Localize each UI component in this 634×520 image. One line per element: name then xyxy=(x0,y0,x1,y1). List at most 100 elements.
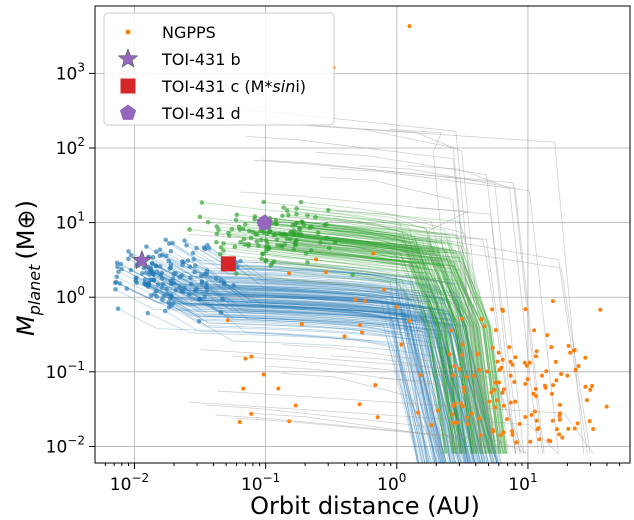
ngpps-point xyxy=(512,380,517,385)
ngpps-point xyxy=(276,386,281,391)
blue-track xyxy=(170,283,499,464)
blue-track xyxy=(201,282,420,464)
blue-population-point xyxy=(113,286,118,292)
green-track xyxy=(311,226,507,454)
ngpps-point xyxy=(587,419,592,424)
green-track xyxy=(216,226,467,454)
green-track xyxy=(326,237,476,454)
blue-population-point xyxy=(153,249,159,255)
ngpps-point xyxy=(495,359,500,364)
ngpps-point xyxy=(407,318,412,323)
ngpps-point xyxy=(460,352,465,357)
blue-population-point xyxy=(199,280,205,286)
ngpps-point xyxy=(501,403,506,408)
ngpps-point xyxy=(604,404,609,409)
ngpps-point xyxy=(554,427,559,432)
blue-population-point xyxy=(184,242,189,248)
blue-track xyxy=(147,283,465,464)
blue-population-point xyxy=(179,273,185,278)
grey-track xyxy=(359,165,545,454)
green-population-point xyxy=(214,239,219,245)
ngpps-point xyxy=(533,387,538,392)
blue-track xyxy=(156,271,470,464)
blue-population-point xyxy=(191,257,197,262)
blue-track xyxy=(126,288,500,464)
blue-track xyxy=(168,243,436,464)
green-population-point xyxy=(254,239,260,244)
blue-track xyxy=(147,286,473,464)
ngpps-point xyxy=(523,414,528,419)
ngpps-point xyxy=(565,373,570,378)
ngpps-point xyxy=(546,438,551,443)
ngpps-point xyxy=(489,390,494,395)
blue-track xyxy=(207,244,428,464)
blue-track xyxy=(152,273,440,464)
ngpps-point xyxy=(360,330,365,335)
legend-dot-icon xyxy=(125,29,131,35)
ngpps-point xyxy=(450,373,455,378)
toi-431-square-marker xyxy=(220,256,236,272)
blue-track xyxy=(198,299,478,464)
green-track xyxy=(201,202,446,454)
ngpps-point xyxy=(532,328,537,333)
grey-track xyxy=(363,128,492,454)
ngpps-point xyxy=(479,317,484,322)
blue-population-point xyxy=(180,262,185,268)
blue-track xyxy=(159,249,469,464)
grey-track xyxy=(218,273,484,454)
green-track xyxy=(311,250,507,454)
blue-track xyxy=(161,272,456,464)
green-population-point xyxy=(256,243,261,248)
green-population-point xyxy=(305,213,310,218)
green-track xyxy=(274,261,487,454)
ngpps-point xyxy=(591,426,596,431)
blue-track xyxy=(175,289,493,464)
ngpps-point xyxy=(487,399,492,404)
green-population-point xyxy=(242,242,248,247)
green-track xyxy=(296,240,493,454)
ngpps-point xyxy=(472,373,477,378)
ngpps-point xyxy=(505,417,510,422)
green-population-point xyxy=(308,248,314,253)
blue-population-point xyxy=(194,286,199,292)
ngpps-point xyxy=(534,349,539,354)
green-population-point xyxy=(221,248,226,253)
blue-track xyxy=(183,261,444,464)
blue-population-point xyxy=(152,291,157,297)
blue-population-point xyxy=(145,310,151,316)
green-track xyxy=(276,222,488,454)
blue-track xyxy=(149,271,476,464)
blue-track xyxy=(153,279,485,464)
green-population-point xyxy=(293,238,299,243)
ngpps-point xyxy=(447,352,452,357)
blue-population-point xyxy=(202,271,208,277)
green-population-point xyxy=(234,212,240,218)
ngpps-point xyxy=(499,365,504,370)
ngpps-point xyxy=(549,391,554,396)
green-population-point xyxy=(332,239,338,245)
blue-track xyxy=(168,302,482,464)
blue-track xyxy=(157,284,494,464)
blue-track xyxy=(128,258,430,464)
green-track xyxy=(315,216,461,454)
green-track xyxy=(244,243,487,454)
ngpps-point xyxy=(478,433,483,438)
green-population-point xyxy=(303,251,309,256)
ngpps-point xyxy=(225,318,230,323)
ngpps-point xyxy=(557,411,562,416)
green-track xyxy=(292,224,478,454)
green-population-point xyxy=(236,224,242,230)
blue-track xyxy=(206,283,450,464)
green-track xyxy=(189,229,462,454)
blue-track xyxy=(193,259,437,464)
blue-population-point xyxy=(161,293,167,299)
grey-track xyxy=(430,235,516,454)
ngpps-point xyxy=(287,419,292,424)
green-population-point xyxy=(252,214,258,219)
blue-population-point xyxy=(231,282,236,288)
blue-track xyxy=(220,279,467,464)
ngpps-point xyxy=(494,398,499,403)
blue-population-point xyxy=(166,241,172,246)
ngpps-point xyxy=(590,384,595,389)
